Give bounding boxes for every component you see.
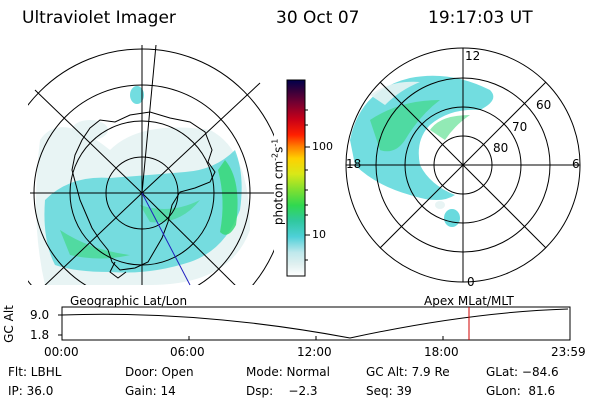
coastline <box>71 111 216 271</box>
mode-readout: Mode: Normal <box>246 365 330 379</box>
altitude-curve <box>61 308 569 339</box>
glon-readout: GLon: 81.6 <box>486 384 556 398</box>
colorbar <box>286 79 306 277</box>
time-tick-2359: 23:59 <box>551 345 586 359</box>
altitude-ytick-low: 1.8 <box>30 328 50 342</box>
altitude-plot-frame <box>61 306 571 341</box>
geographic-caption: Geographic Lat/Lon <box>70 294 188 308</box>
door-readout: Door: Open <box>125 365 194 379</box>
time-tick-1200: 12:00 <box>297 345 332 359</box>
mlat-label-70: 70 <box>512 120 528 134</box>
filter-readout: Flt: LBHL <box>8 365 62 379</box>
magnetic-caption: Apex MLat/MLT <box>424 294 514 308</box>
mlt-label-18: 18 <box>346 157 362 171</box>
altitude-ylabel: GC Alt <box>1 305 16 343</box>
geographic-image <box>36 86 250 285</box>
time-tick-1800: 18:00 <box>424 345 459 359</box>
time-tick-0600: 06:00 <box>170 345 205 359</box>
geographic-grid <box>28 45 274 285</box>
instrument-title: Ultraviolet Imager <box>22 8 176 28</box>
time-label: 19:17:03 UT <box>428 8 533 28</box>
mlt-label-12: 12 <box>465 49 481 63</box>
seq-readout: Seq: 39 <box>366 384 412 398</box>
gain-readout: Gain: 14 <box>125 384 176 398</box>
colorbar-tick-10: 10 <box>312 228 326 241</box>
mlt-label-6: 6 <box>572 157 580 171</box>
sun-meridian-line <box>141 192 191 286</box>
date-label: 30 Oct 07 <box>276 8 360 28</box>
mlat-label-80: 80 <box>493 141 509 155</box>
colorbar-tick-100: 100 <box>312 140 333 153</box>
gc-alt-readout: GC Alt: 7.9 Re <box>366 365 450 379</box>
mlat-label-60: 60 <box>536 98 552 112</box>
ip-readout: IP: 36.0 <box>8 384 54 398</box>
mlt-label-0: 0 <box>467 275 475 289</box>
glat-readout: GLat: −84.6 <box>486 365 559 379</box>
colorbar-label: photon cm-2s-1 <box>270 138 286 226</box>
magnetic-image <box>350 75 494 227</box>
dsp-readout: Dsp: −2.3 <box>246 384 318 398</box>
magnetic-grid <box>345 47 581 283</box>
altitude-ytick-high: 9.0 <box>30 308 50 322</box>
time-tick-0000: 00:00 <box>44 345 79 359</box>
